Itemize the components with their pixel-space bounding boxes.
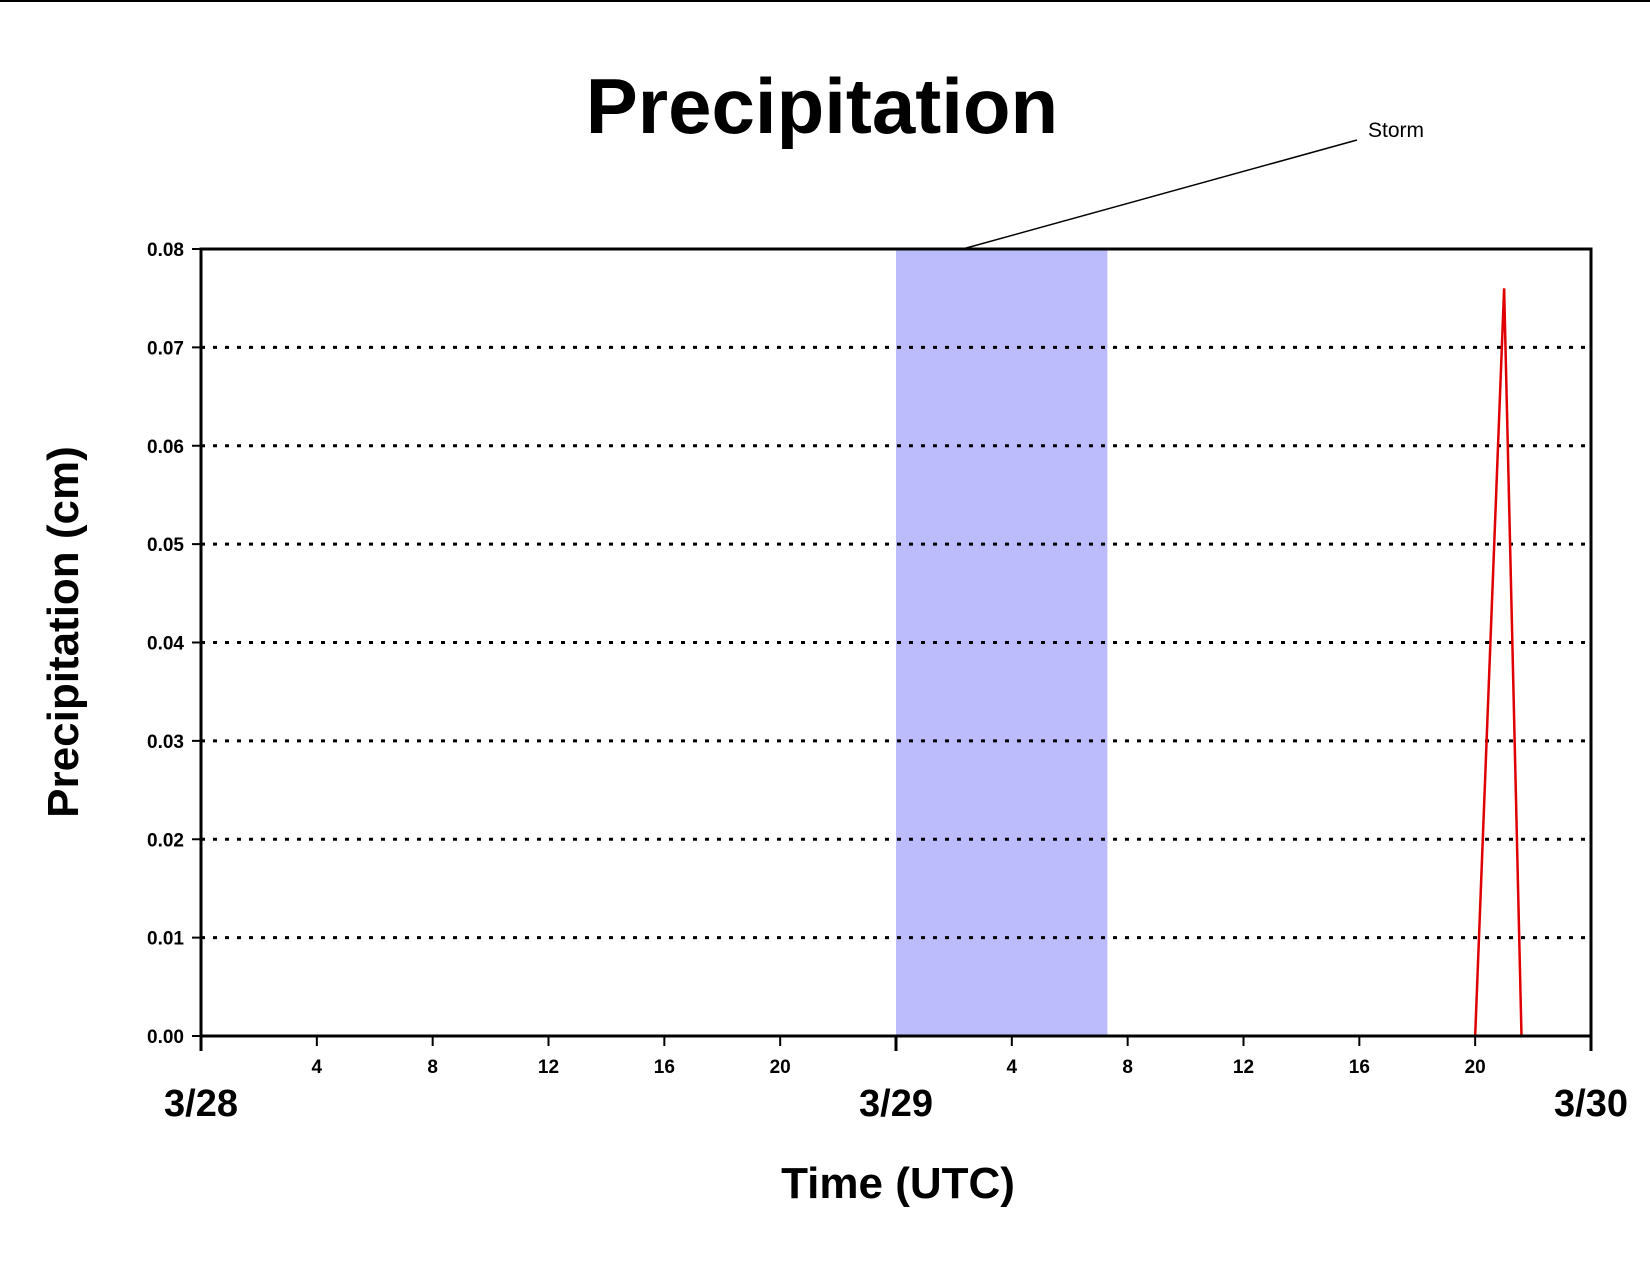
storm-shaded-region <box>896 249 1108 1036</box>
y-tick-label: 0.07 <box>147 338 184 359</box>
storm-annotation-leader <box>962 139 1358 250</box>
x-axis-label: Time (UTC) <box>781 1159 1015 1208</box>
y-tick-label: 0.08 <box>147 240 184 261</box>
x-day-label: 3/30 <box>1554 1083 1628 1125</box>
x-tick-label: 12 <box>1233 1057 1254 1078</box>
x-tick-label: 4 <box>1007 1057 1018 1078</box>
y-tick-label: 0.00 <box>147 1027 184 1048</box>
x-tick-label: 20 <box>770 1057 791 1078</box>
x-day-label: 3/29 <box>859 1083 933 1125</box>
x-tick-label: 20 <box>1465 1057 1486 1078</box>
y-tick-label: 0.05 <box>147 535 184 556</box>
y-tick-label: 0.04 <box>147 634 184 655</box>
x-tick-label: 8 <box>1122 1057 1133 1078</box>
y-tick-label: 0.03 <box>147 732 184 753</box>
y-axis-label: Precipitation (cm) <box>39 446 88 818</box>
x-day-label: 3/28 <box>164 1083 238 1125</box>
storm-annotation-label: Storm <box>1368 119 1424 142</box>
x-tick-label: 12 <box>538 1057 559 1078</box>
x-tick-label: 16 <box>1349 1057 1370 1078</box>
top-border-rule <box>0 0 1650 2</box>
y-tick-label: 0.01 <box>147 929 184 950</box>
y-tick-label: 0.06 <box>147 437 184 458</box>
x-tick-label: 4 <box>312 1057 323 1078</box>
y-tick-label: 0.02 <box>147 830 184 851</box>
x-tick-label: 8 <box>427 1057 438 1078</box>
chart-title: Precipitation <box>586 62 1058 150</box>
x-tick-label: 16 <box>654 1057 675 1078</box>
